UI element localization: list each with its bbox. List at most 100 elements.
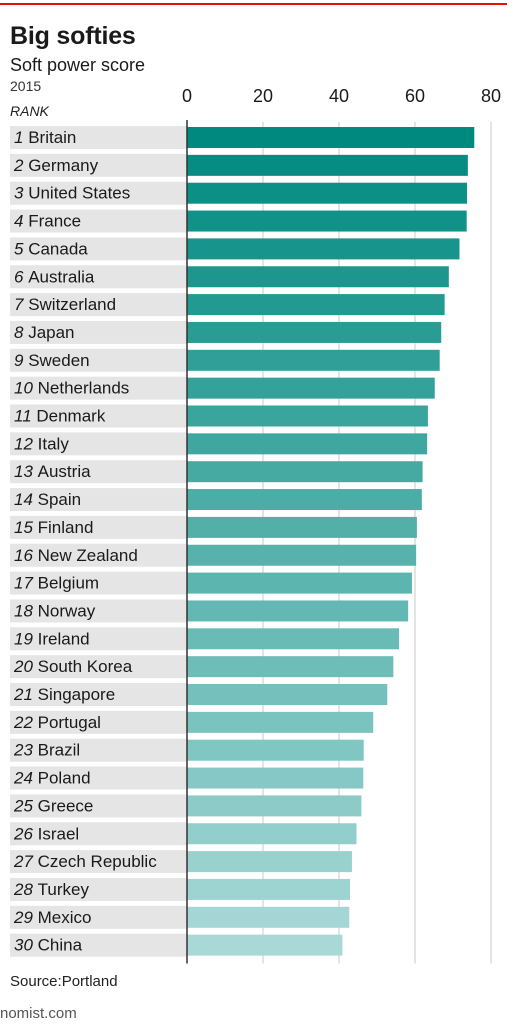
- row-band: [10, 348, 187, 372]
- category-label: 21 Singapore: [13, 685, 115, 704]
- bar: [187, 489, 422, 511]
- bar: [187, 823, 357, 845]
- bar: [187, 294, 445, 316]
- bar: [187, 739, 364, 761]
- rank-number: 17: [14, 574, 38, 593]
- row-band: [10, 877, 187, 901]
- bar: [187, 461, 423, 483]
- rank-number: 14: [14, 490, 38, 509]
- chart-year: 2015: [10, 78, 42, 94]
- row-band: [10, 404, 187, 428]
- bar: [187, 154, 468, 176]
- row-band: [10, 432, 187, 456]
- chart-subtitle: Soft power score: [10, 55, 146, 75]
- bar: [187, 238, 460, 260]
- x-tick-label: 20: [253, 86, 273, 106]
- country-name: Spain: [38, 490, 81, 509]
- category-label: 5 Canada: [14, 239, 88, 258]
- category-label: 25 Greece: [13, 796, 93, 815]
- country-name: Belgium: [38, 574, 99, 593]
- category-label: 17 Belgium: [14, 574, 99, 593]
- rank-number: 13: [14, 462, 38, 481]
- category-label: 15 Finland: [14, 518, 93, 537]
- category-label: 12 Italy: [14, 434, 69, 453]
- category-label: 3 United States: [14, 184, 130, 203]
- category-label: 27 Czech Republic: [13, 852, 157, 871]
- rank-column-header: RANK: [10, 103, 49, 119]
- bar: [187, 544, 417, 566]
- bar: [187, 795, 362, 817]
- rank-number: 15: [14, 518, 38, 537]
- row-band: [10, 543, 187, 567]
- row-band: [10, 320, 187, 344]
- category-label: 10 Netherlands: [14, 379, 129, 398]
- bar: [187, 767, 364, 789]
- country-name: China: [38, 936, 83, 955]
- bar: [187, 684, 388, 705]
- category-label: 7 Switzerland: [14, 295, 116, 314]
- country-name: South Korea: [38, 657, 133, 676]
- row-band: [10, 153, 187, 177]
- country-name: Australia: [28, 267, 95, 286]
- country-name: Germany: [28, 156, 98, 175]
- row-band: [10, 627, 187, 651]
- x-tick-label: 80: [481, 86, 501, 106]
- x-tick-label: 40: [329, 86, 349, 106]
- rank-number: 1: [14, 128, 28, 147]
- bar: [187, 182, 468, 204]
- category-label: 19 Ireland: [14, 629, 90, 648]
- row-band: [10, 293, 187, 317]
- row-band: [10, 265, 187, 289]
- rank-number: 2: [13, 156, 28, 175]
- x-tick-label: 0: [182, 86, 192, 106]
- row-band: [10, 905, 187, 929]
- row-band: [10, 515, 187, 539]
- bar: [187, 934, 343, 956]
- country-name: Norway: [38, 601, 96, 620]
- row-band: [10, 655, 187, 679]
- rank-number: 20: [13, 657, 38, 676]
- bar: [187, 210, 467, 232]
- row-band: [10, 683, 187, 706]
- category-label: 29 Mexico: [13, 908, 92, 927]
- rank-number: 22: [13, 713, 38, 732]
- country-name: New Zealand: [38, 546, 138, 565]
- category-label: 30 China: [14, 936, 83, 955]
- rank-number: 30: [14, 936, 38, 955]
- category-label: 4 France: [14, 212, 81, 231]
- country-name: United States: [28, 184, 130, 203]
- country-name: Israel: [38, 824, 80, 843]
- country-name: Canada: [28, 239, 88, 258]
- category-label: 8 Japan: [14, 323, 75, 342]
- country-name: Japan: [28, 323, 74, 342]
- rank-number: 7: [14, 295, 28, 314]
- category-label: 11 Denmark: [14, 407, 106, 426]
- rank-number: 25: [13, 796, 38, 815]
- bar: [187, 377, 435, 399]
- country-name: Netherlands: [38, 379, 130, 398]
- country-name: Austria: [38, 462, 91, 481]
- chart-title: Big softies: [10, 22, 136, 50]
- bar: [187, 628, 400, 650]
- rank-number: 9: [14, 351, 28, 370]
- category-label: 23 Brazil: [13, 741, 80, 760]
- rank-number: 16: [14, 546, 38, 565]
- row-band: [10, 488, 187, 512]
- row-band: [10, 933, 187, 957]
- category-label: 6 Australia: [14, 267, 95, 286]
- rank-number: 21: [13, 685, 38, 704]
- country-name: Switzerland: [28, 295, 116, 314]
- row-band: [10, 460, 187, 484]
- country-name: Poland: [38, 769, 91, 788]
- bar: [187, 878, 351, 900]
- country-name: Finland: [38, 518, 94, 537]
- rank-number: 28: [13, 880, 38, 899]
- country-name: Ireland: [38, 629, 90, 648]
- rank-number: 18: [14, 601, 38, 620]
- category-label: 2 Germany: [13, 156, 99, 175]
- row-band: [10, 209, 187, 233]
- country-name: Portugal: [38, 713, 101, 732]
- top-accent-rule: [0, 3, 507, 5]
- category-label: 24 Poland: [13, 769, 91, 788]
- country-name: Mexico: [38, 908, 92, 927]
